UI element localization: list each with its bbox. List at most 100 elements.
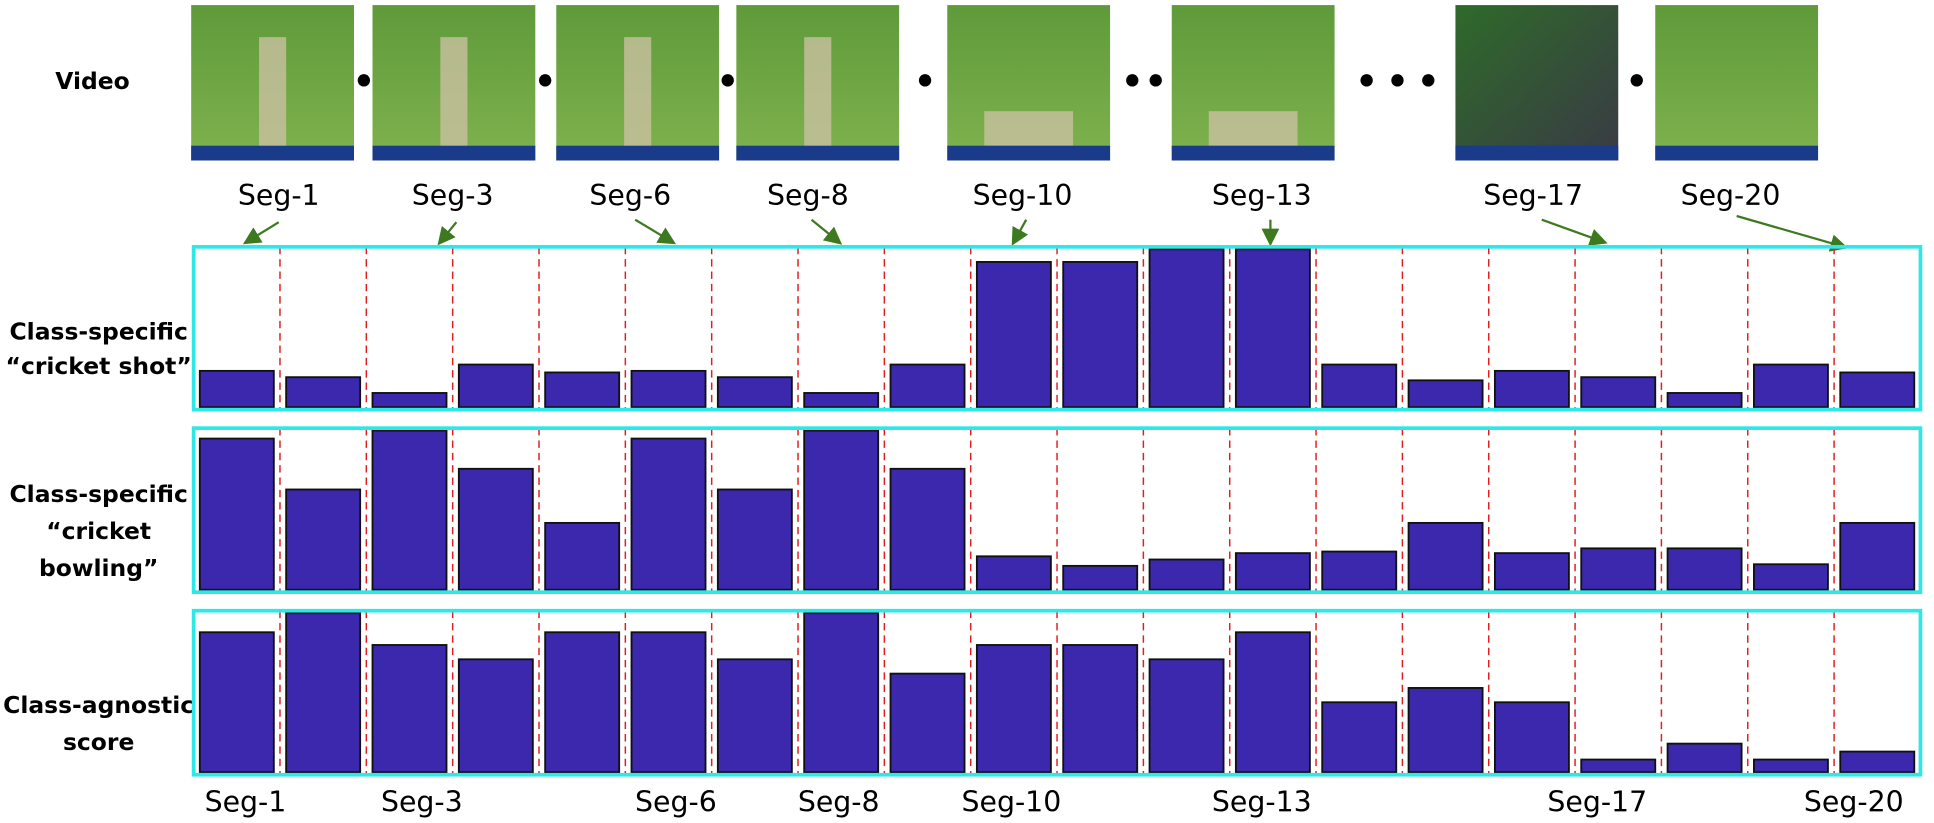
bar bbox=[545, 523, 619, 590]
bar bbox=[1840, 752, 1914, 773]
bar bbox=[459, 365, 533, 408]
row-label: Class-specific bbox=[9, 480, 187, 508]
bar bbox=[977, 556, 1051, 589]
row-label: Video bbox=[55, 67, 130, 95]
bar bbox=[372, 431, 446, 590]
row-label: score bbox=[63, 728, 134, 756]
bar bbox=[1322, 702, 1396, 772]
row-label: bowling” bbox=[39, 554, 158, 582]
bar bbox=[1754, 365, 1828, 408]
bar bbox=[891, 469, 965, 590]
segment-label: Seg-3 bbox=[412, 179, 494, 212]
bar bbox=[286, 377, 360, 407]
ticker bbox=[1455, 146, 1618, 161]
bar bbox=[718, 659, 792, 772]
bar bbox=[1840, 523, 1914, 590]
segment-label: Seg-20 bbox=[1681, 179, 1781, 212]
row-label: “cricket shot” bbox=[6, 352, 192, 380]
pitch bbox=[1209, 111, 1298, 146]
bar bbox=[1581, 548, 1655, 589]
arrow bbox=[1014, 220, 1026, 242]
bar bbox=[286, 489, 360, 589]
pitch bbox=[624, 37, 651, 148]
row-label: Class-specific bbox=[9, 317, 187, 345]
segment-label: Seg-3 bbox=[381, 786, 463, 819]
ticker bbox=[1172, 146, 1335, 161]
thumbnail bbox=[1655, 5, 1818, 160]
bar bbox=[545, 372, 619, 407]
segment-label: Seg-17 bbox=[1547, 786, 1647, 819]
segment-label: Seg-6 bbox=[589, 179, 671, 212]
bar bbox=[1063, 566, 1137, 590]
bar bbox=[1495, 553, 1569, 590]
ticker bbox=[947, 146, 1110, 161]
bar bbox=[718, 377, 792, 407]
ticker bbox=[1655, 146, 1818, 161]
bar bbox=[1668, 393, 1742, 407]
pitch bbox=[259, 37, 286, 148]
row-label: “cricket bbox=[46, 517, 151, 545]
bar bbox=[804, 393, 878, 407]
segment-label: Seg-10 bbox=[962, 786, 1062, 819]
arrow bbox=[1737, 216, 1844, 247]
arrow bbox=[812, 220, 839, 242]
bar bbox=[1495, 702, 1569, 772]
segment-label: Seg-13 bbox=[1212, 179, 1312, 212]
arrow bbox=[1542, 220, 1604, 242]
bar bbox=[1150, 559, 1224, 589]
bar bbox=[1063, 645, 1137, 772]
bar bbox=[372, 645, 446, 772]
bar bbox=[1581, 377, 1655, 407]
bar bbox=[632, 632, 706, 772]
bar bbox=[545, 632, 619, 772]
bar bbox=[977, 645, 1051, 772]
bar bbox=[1322, 552, 1396, 590]
bar bbox=[804, 431, 878, 590]
bar bbox=[1409, 688, 1483, 772]
bar bbox=[1840, 372, 1914, 407]
bar bbox=[1668, 744, 1742, 773]
segment-label: Seg-20 bbox=[1804, 786, 1904, 819]
bar bbox=[459, 469, 533, 590]
thumbnail bbox=[1455, 5, 1618, 160]
segment-label: Seg-1 bbox=[238, 179, 320, 212]
figure: Video Seg-1 Seg-3 Seg-6 Seg-8 Seg-10 Seg-13 Se… bbox=[0, 0, 1934, 823]
bar bbox=[372, 393, 446, 407]
bar bbox=[1754, 564, 1828, 589]
bar bbox=[1236, 553, 1310, 590]
bar bbox=[977, 262, 1051, 407]
segment-label: Seg-8 bbox=[798, 786, 880, 819]
ticker bbox=[736, 146, 899, 161]
arrow bbox=[247, 222, 279, 242]
pitch bbox=[984, 111, 1073, 146]
bar bbox=[1409, 380, 1483, 407]
bar bbox=[1409, 523, 1483, 590]
bar bbox=[1322, 365, 1396, 408]
segment-label: Seg-13 bbox=[1212, 786, 1312, 819]
bar bbox=[891, 674, 965, 773]
bar bbox=[1236, 249, 1310, 407]
bar bbox=[891, 365, 965, 408]
segment-label: Seg-6 bbox=[635, 786, 717, 819]
arrow bbox=[635, 220, 672, 242]
segment-label: Seg-8 bbox=[767, 179, 849, 212]
segment-label: Seg-10 bbox=[973, 179, 1073, 212]
arrow bbox=[440, 222, 456, 242]
ticker bbox=[191, 146, 354, 161]
thumbnails bbox=[191, 5, 1818, 160]
bar bbox=[1150, 659, 1224, 772]
bar bbox=[286, 613, 360, 772]
bar bbox=[1754, 760, 1828, 773]
pitch bbox=[440, 37, 467, 148]
bar bbox=[200, 439, 274, 590]
bar bbox=[1668, 548, 1742, 589]
bar bbox=[1236, 632, 1310, 772]
bar bbox=[1063, 262, 1137, 407]
bar bbox=[632, 371, 706, 407]
bar bbox=[632, 439, 706, 590]
pitch bbox=[804, 37, 831, 148]
bar bbox=[1581, 760, 1655, 773]
bar bbox=[200, 371, 274, 407]
ticker bbox=[556, 146, 719, 161]
bar bbox=[718, 489, 792, 589]
